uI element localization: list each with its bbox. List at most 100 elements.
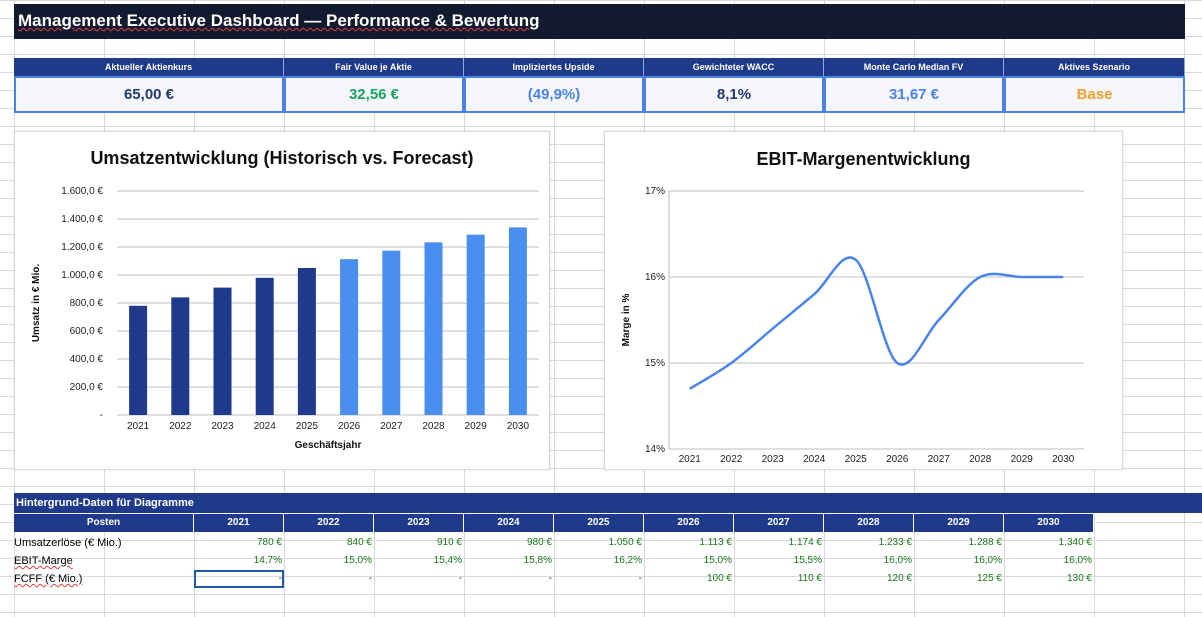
revenue-bar [213,287,232,415]
x-tick-label: 2024 [803,454,826,465]
table-cell[interactable]: 1.174 € [788,537,822,548]
x-tick-label: 2025 [296,421,319,432]
kpi-label: Aktueller Aktienkurs [14,58,284,76]
table-header-label: Posten [14,514,194,532]
x-tick-label: 2022 [169,421,192,432]
ebit-margin-line [689,256,1064,390]
revenue-chart-title: Umsatzentwicklung (Historisch vs. Foreca… [90,148,474,168]
table-cell[interactable]: 1.113 € [699,537,732,548]
kpi-label: Fair Value je Aktie [284,58,464,76]
table-cell[interactable]: 980 € [526,537,552,548]
revenue-bar [508,227,527,415]
y-tick-label: 15% [645,358,665,369]
x-tick-label: 2022 [720,454,743,465]
table-cell[interactable]: 125 € [976,573,1002,584]
revenue-bar [340,259,359,415]
table-cell[interactable]: 780 € [256,537,282,548]
x-tick-label: 2021 [127,421,150,432]
table-cell[interactable]: - [458,573,462,584]
table-cell[interactable]: 130 € [1066,573,1092,584]
y-tick-label: 600,0 € [70,326,104,337]
table-header-year: 2027 [734,514,824,532]
table-row-label: Umsatzerlöse (€ Mio.) [14,537,122,549]
table-cell[interactable]: - [548,573,552,584]
kpi-value[interactable]: 31,67 € [824,76,1004,113]
table-header-year: 2026 [644,514,734,532]
table-cell[interactable]: 120 € [886,573,912,584]
y-axis-title: Marge in % [621,294,632,347]
table-cell[interactable]: 100 € [706,573,732,584]
kpi-value[interactable]: 65,00 € [14,76,284,113]
y-tick-label: 400,0 € [70,354,104,365]
table-cell[interactable]: 110 € [797,573,822,584]
y-tick-label: 17% [645,186,665,197]
ebit-chart-panel[interactable]: EBIT-Margenentwicklung 14% 15% 16% 17% 2021 2… [604,131,1123,470]
kpi-value[interactable]: 32,56 € [284,76,464,113]
kpi-label: Gewichteter WACC [644,58,824,76]
table-cell[interactable]: 1.050 € [608,537,642,548]
table-cell[interactable]: 910 € [436,537,462,548]
revenue-bar [424,242,443,415]
revenue-bar [255,277,274,415]
x-tick-label: 2029 [465,421,488,432]
table-header-year: 2023 [374,514,464,532]
revenue-bar [466,234,485,415]
table-cell[interactable]: - [194,570,284,588]
x-tick-label: 2027 [928,454,951,465]
ebit-chart-title: EBIT-Margenentwicklung [756,149,971,169]
table-header-year: 2021 [194,514,284,532]
table-cell[interactable]: 1.288 € [968,537,1002,548]
table-cell[interactable]: 1.340 € [1058,537,1092,548]
revenue-chart-panel[interactable]: Umsatzentwicklung (Historisch vs. Foreca… [14,131,550,470]
table-cell[interactable]: 15,5% [793,555,822,566]
y-tick-label: - [100,410,103,421]
table-cell[interactable]: 15,4% [433,555,462,566]
table-cell[interactable]: 14,7% [253,555,282,566]
y-tick-label: 200,0 € [70,382,104,393]
y-tick-label: 800,0 € [70,298,104,309]
table-header-year: 2025 [554,514,644,532]
revenue-bar [297,268,316,415]
kpi-label: Aktives Szenario [1004,58,1185,76]
table-cell[interactable]: 16,0% [883,555,912,566]
x-tick-label: 2025 [845,454,868,465]
table-cell[interactable]: 16,0% [1063,555,1092,566]
x-tick-label: 2023 [762,454,785,465]
x-tick-label: 2030 [507,421,530,432]
table-cell[interactable]: - [368,573,372,584]
table-cell[interactable]: 15,0% [703,555,732,566]
y-tick-label: 1.000,0 € [61,270,103,281]
table-row-label: FCFF (€ Mio.) [14,573,83,585]
table-header-year: 2028 [824,514,914,532]
kpi-label: Impliziertes Upside [464,58,644,76]
y-axis-title: Umsatz in € Mio. [31,264,42,343]
kpi-value[interactable]: (49,9%) [464,76,644,113]
table-cell[interactable]: 15,0% [343,555,372,566]
y-tick-label: 1.600,0 € [61,186,103,197]
x-tick-label: 2028 [422,421,445,432]
y-tick-label: 14% [645,444,665,455]
table-cell[interactable]: 15,8% [523,555,552,566]
x-tick-label: 2026 [338,421,361,432]
x-tick-label: 2023 [211,421,234,432]
x-tick-label: 2027 [380,421,403,432]
revenue-bar [129,305,148,415]
revenue-bar [171,297,190,415]
dashboard-title: Management Executive Dashboard — Perform… [14,4,1185,39]
kpi-value[interactable]: 8,1% [644,76,824,113]
kpi-value[interactable]: Base [1004,76,1185,113]
table-cell[interactable]: - [638,573,642,584]
y-tick-label: 1.200,0 € [61,242,103,253]
x-tick-label: 2024 [254,421,277,432]
table-cell[interactable]: 840 € [346,537,372,548]
y-tick-label: 1.400,0 € [61,214,103,225]
table-cell[interactable]: 16,2% [613,555,642,566]
table-cell[interactable]: 16,0% [973,555,1002,566]
x-tick-label: 2026 [886,454,909,465]
table-header-year: 2022 [284,514,374,532]
ebit-line-chart: 14% 15% 16% 17% 2021 2022 2023 2024 2025 2026 2027… [621,186,1084,465]
x-tick-label: 2021 [679,454,702,465]
table-header-year: 2029 [914,514,1004,532]
table-header-year: 2030 [1004,514,1094,532]
table-cell[interactable]: 1.233 € [878,537,912,548]
